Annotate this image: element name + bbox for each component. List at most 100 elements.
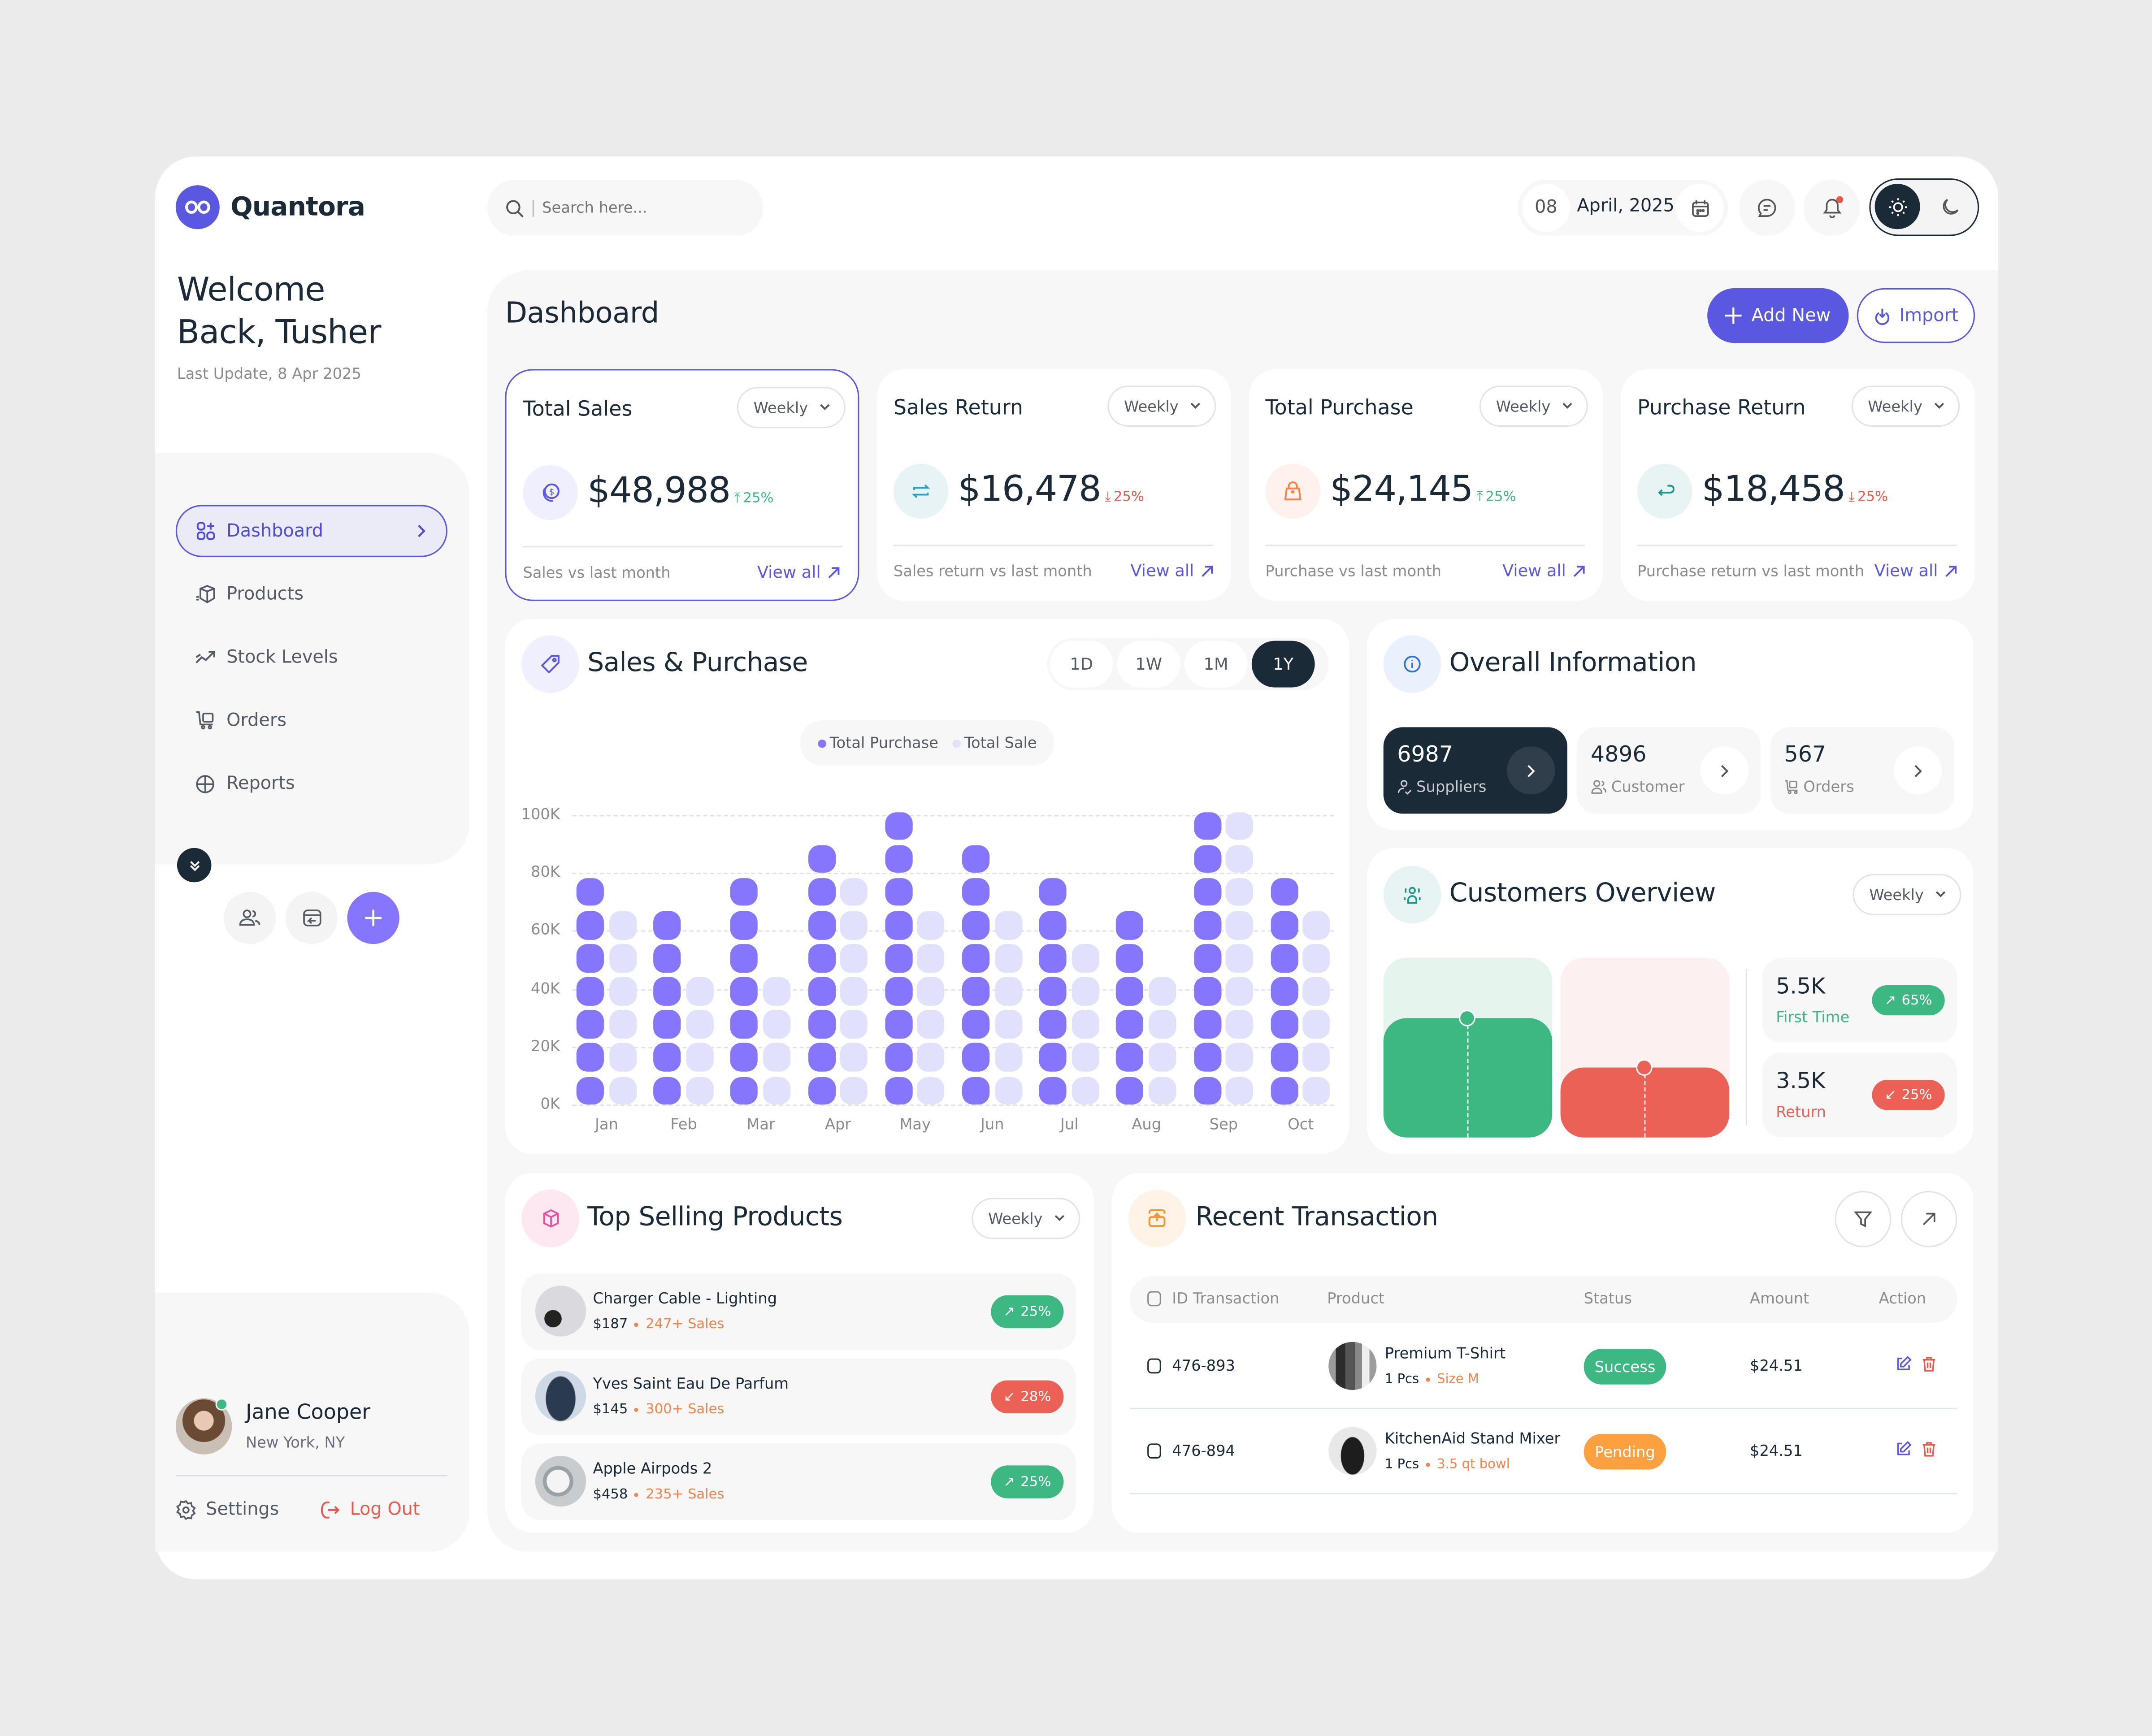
bar-total-purchase[interactable] [885,812,913,1105]
info-tile-customer[interactable]: 4896 Customer [1577,727,1761,814]
view-all-link[interactable]: View all [1130,561,1213,580]
bar-block [763,1076,790,1105]
bar-block [1271,1076,1298,1105]
view-all-link[interactable]: View all [1874,561,1957,580]
dark-mode-button[interactable] [1927,184,1972,229]
range-1m[interactable]: 1M [1184,641,1248,688]
tile-open-button[interactable] [1507,746,1555,795]
transaction-id: 476-893 [1172,1357,1235,1375]
bar-total-sale[interactable] [686,977,713,1105]
quick-returns-button[interactable] [285,892,338,944]
calendar-button[interactable] [1675,184,1724,232]
bar-total-sale[interactable] [1302,911,1331,1105]
bar-total-purchase[interactable] [807,845,836,1105]
bar-total-sale[interactable] [608,911,636,1105]
search-input[interactable] [542,199,734,217]
stat-card-total-sales[interactable]: Total Sales Weekly $ $48,988 ⤒ 25% Sales … [505,369,859,601]
logout-button[interactable]: Log Out [320,1500,420,1520]
row-checkbox[interactable] [1147,1358,1161,1374]
import-button[interactable]: Import [1857,288,1975,343]
sidebar-item-dashboard[interactable]: Dashboard [175,505,447,557]
grid-plus-icon [196,521,216,541]
delete-button[interactable] [1922,1441,1937,1457]
app-logo[interactable]: Quantora [175,185,365,229]
bar-block [1071,977,1099,1005]
edit-button[interactable] [1896,1441,1912,1457]
select-all-checkbox[interactable] [1147,1291,1161,1307]
period-dropdown[interactable]: Weekly [1479,385,1588,427]
quick-users-button[interactable] [223,892,276,944]
tile-open-button[interactable] [1700,746,1748,795]
bar-knob[interactable] [1459,1010,1475,1026]
bar-total-sale[interactable] [763,977,790,1105]
sidebar-item-stock-levels[interactable]: Stock Levels [176,631,447,683]
bar-block [807,977,836,1005]
notifications-button[interactable] [1803,180,1860,236]
tile-open-button[interactable] [1894,746,1942,795]
info-tile-suppliers[interactable]: 6987 Suppliers [1383,727,1567,814]
bar-block [653,1043,681,1072]
product-image [535,1286,586,1337]
light-mode-button[interactable] [1874,184,1920,229]
expand-button[interactable] [1900,1191,1957,1247]
sidebar-item-reports[interactable]: Reports [176,758,447,810]
bar-total-sale[interactable] [840,878,868,1105]
product-row[interactable]: Yves Saint Eau De Parfum $145 300+ Sales … [521,1358,1076,1436]
stat-footer: Purchase return vs last month [1637,563,1865,580]
delete-button[interactable] [1922,1355,1937,1372]
edit-button[interactable] [1896,1355,1912,1372]
product-row[interactable]: Charger Cable - Lighting $187 247+ Sales … [521,1273,1076,1351]
theme-toggle[interactable] [1869,178,1979,236]
date-picker[interactable]: 08 April, 2025 [1518,180,1728,236]
info-tile-orders[interactable]: 567 Orders [1770,727,1955,814]
quick-add-button[interactable] [347,892,399,944]
range-1d[interactable]: 1D [1050,641,1113,688]
range-1y[interactable]: 1Y [1251,641,1315,688]
bar-total-purchase[interactable] [1271,878,1298,1105]
bar-total-purchase[interactable] [576,878,604,1105]
view-all-link[interactable]: View all [1502,561,1585,580]
bar-total-sale[interactable] [1225,812,1254,1105]
product-row[interactable]: Apple Airpods 2 $458 235+ Sales ↗ 25% [521,1443,1076,1520]
bar-knob[interactable] [1636,1059,1653,1076]
period-dropdown[interactable]: Weekly [1851,385,1960,427]
period-dropdown[interactable]: Weekly [972,1198,1080,1239]
bar-total-sale[interactable] [994,911,1022,1105]
period-dropdown[interactable]: Weekly [1853,874,1961,915]
divider [893,545,1214,546]
sidebar-item-products[interactable]: Products [176,568,447,620]
bar-total-purchase[interactable] [1116,911,1144,1105]
bar-total-purchase[interactable] [653,911,681,1105]
first-time-stat: 5.5K First Time ↗ 65% [1762,957,1957,1043]
range-1w[interactable]: 1W [1117,641,1180,688]
bar-total-purchase[interactable] [1039,878,1067,1105]
add-new-button[interactable]: Add New [1707,288,1849,343]
bar-total-purchase[interactable] [730,878,758,1105]
table-row[interactable]: 476-893 Premium T-Shirt 1 Pcs Size M Succ… [1129,1324,1957,1409]
period-dropdown[interactable]: Weekly [1107,385,1216,427]
view-all-link[interactable]: View all [757,563,840,582]
row-checkbox[interactable] [1147,1443,1161,1459]
bar-total-sale[interactable] [1148,977,1176,1105]
bar-total-purchase[interactable] [1193,812,1221,1105]
filter-button[interactable] [1835,1191,1892,1247]
settings-button[interactable]: Settings [176,1500,279,1520]
stat-card-purchase-return[interactable]: Purchase Return Weekly $18,458 ⤓ 25% Purc… [1621,369,1975,601]
bar-total-sale[interactable] [1071,944,1099,1105]
bar-total-sale[interactable] [917,911,945,1105]
bar-block [1071,1043,1099,1072]
search-bar[interactable] [487,180,764,236]
period-dropdown[interactable]: Weekly [737,387,845,429]
messages-button[interactable] [1739,180,1796,236]
y-axis-tick: 20K [531,1037,560,1055]
bar-total-purchase[interactable] [962,845,990,1105]
bar-block [1071,944,1099,973]
stat-card-sales-return[interactable]: Sales Return Weekly $16,478 ⤓ 25% Sales r… [877,369,1231,601]
sidebar-item-orders[interactable]: Orders [176,694,447,746]
x-axis-tick: Mar [746,1115,775,1134]
return-arrow-icon [1637,463,1692,519]
collapse-sidebar-button[interactable] [177,848,212,883]
product-meta: $458 235+ Sales [593,1487,724,1502]
stat-card-total-purchase[interactable]: Total Purchase Weekly $24,145 ⤒ 25% Purch… [1249,369,1603,601]
table-row[interactable]: 476-894 KitchenAid Stand Mixer 1 Pcs 3.5 … [1129,1409,1957,1494]
